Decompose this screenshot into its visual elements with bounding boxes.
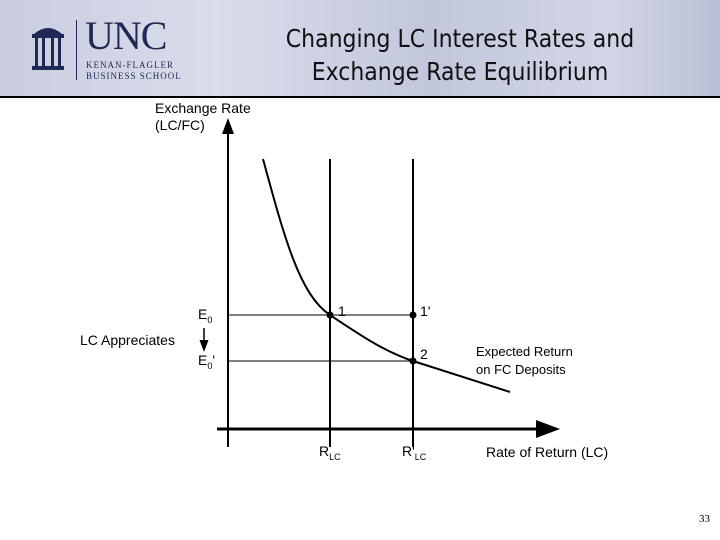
r-lc-label: RLC — [319, 443, 341, 462]
old-well-icon — [32, 28, 64, 70]
x-axis-label: Rate of Return (LC) — [486, 444, 609, 460]
point-2-dot — [409, 357, 417, 365]
slide-title: Changing LC Interest Rates and Exchange R… — [285, 24, 635, 86]
e0-label: E0 — [198, 306, 213, 325]
logo-subtext: KENAN-FLAGLER BUSINESS SCHOOL — [86, 60, 182, 81]
expected-return-curve — [262, 158, 511, 393]
unc-logo: UNC KENAN-FLAGLER BUSINESS SCHOOL — [30, 16, 210, 82]
e0-prime-label: E0' — [198, 352, 216, 371]
point-1-dot — [326, 311, 334, 319]
lc-appreciates-label: LC Appreciates — [80, 332, 175, 348]
point-2-label: 2 — [420, 346, 428, 362]
y-axis-label: Exchange Rate (LC/FC) — [155, 100, 251, 133]
slide-header: UNC KENAN-FLAGLER BUSINESS SCHOOL Changin… — [0, 0, 720, 98]
curve-label: Expected Return on FC Deposits — [476, 344, 573, 377]
page-number: 33 — [699, 513, 710, 525]
point-1-prime-label: 1' — [420, 303, 431, 319]
point-1-label: 1 — [338, 303, 346, 319]
r-lc-prime-label: R'LC — [402, 443, 427, 462]
point-1-prime-dot — [409, 311, 417, 319]
logo-text: UNC — [85, 13, 167, 58]
